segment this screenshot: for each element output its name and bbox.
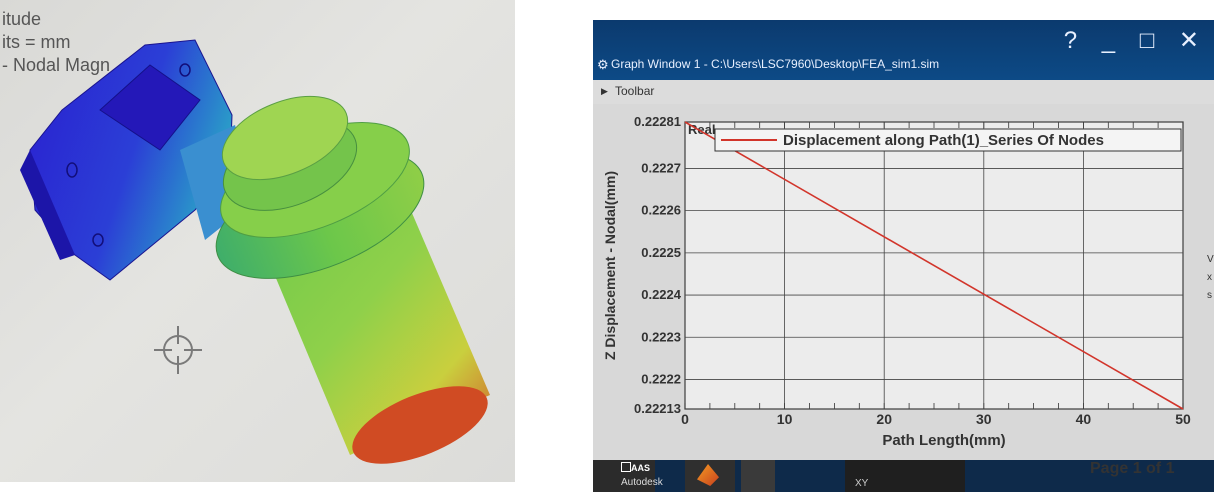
x-axis-label: Path Length(mm) (882, 432, 1005, 449)
matlab-icon (697, 464, 719, 486)
x-tick-label: 10 (777, 411, 793, 427)
gear-icon[interactable]: ⚙ (597, 57, 609, 72)
taskbar-item-matlab[interactable] (685, 460, 735, 492)
y-tick-label: 0.22281 (634, 114, 681, 129)
clipped-text: x (1207, 272, 1212, 283)
clipped-text: V (1207, 254, 1214, 265)
app-icon (621, 462, 631, 472)
taskbar-item-label: Autodesk (621, 477, 663, 488)
clipped-text: s (1207, 290, 1212, 301)
x-tick-label: 40 (1076, 411, 1092, 427)
crosshair-icon[interactable] (154, 326, 202, 374)
y-tick-label: 0.2223 (641, 329, 681, 344)
graph-window: ⚙ Graph Window 1 - C:\Users\LSC7960\Desk… (593, 20, 1214, 492)
legend-entry: Displacement along Path(1)_Series Of Nod… (783, 132, 1104, 149)
x-tick-label: 20 (876, 411, 892, 427)
window-controls[interactable]: ? _ □ ✕ (1063, 27, 1208, 54)
x-tick-label: 30 (976, 411, 992, 427)
app-badge: AAS (631, 463, 651, 473)
fea-model-render (20, 39, 490, 464)
window-titlebar[interactable]: ⚙ Graph Window 1 - C:\Users\LSC7960\Desk… (593, 20, 1214, 80)
taskbar: AAS Autodesk XY (593, 460, 1214, 492)
line-chart: 0 10 20 30 40 50 0.22281 0.2227 0.2226 0.2225 0.22… (602, 114, 1191, 449)
legend-line: - Nodal Magn (2, 55, 111, 75)
corner-label: Real (688, 122, 715, 137)
legend-line: itude (2, 9, 42, 29)
fea-model-photo: itude its = mm - Nodal Magn (0, 0, 515, 482)
page-indicator: Page 1 of 1 (1090, 460, 1175, 477)
x-tick-label: 0 (681, 411, 689, 427)
toolbar-toggle[interactable]: ▶ Toolbar (593, 80, 1214, 104)
window-title: Graph Window 1 - C:\Users\LSC7960\Deskto… (611, 57, 940, 71)
chevron-right-icon[interactable]: ▶ (601, 86, 608, 96)
graph-area: 0 10 20 30 40 50 0.22281 0.2227 0.2226 0.2225 0.22… (593, 104, 1214, 460)
y-tick-label: 0.2225 (641, 245, 681, 260)
taskbar-item-label: XY (855, 478, 869, 489)
y-tick-label: 0.2222 (641, 371, 681, 386)
result-legend-text: itude its = mm - Nodal Magn (2, 8, 110, 77)
legend-line: its = mm (2, 32, 71, 52)
taskbar-item-app[interactable] (741, 460, 775, 492)
toolbar-label: Toolbar (615, 84, 655, 98)
taskbar-item-autodesk[interactable]: AAS Autodesk (593, 460, 663, 492)
x-tick-label: 50 (1175, 411, 1191, 427)
y-tick-label: 0.2227 (641, 160, 681, 175)
y-tick-label: 0.2224 (641, 287, 682, 302)
taskbar-item-xy[interactable]: XY (845, 460, 965, 492)
y-tick-label: 0.22213 (634, 401, 681, 416)
y-axis-label: Z Displacement - Nodal(mm) (602, 171, 618, 360)
series-line (684, 121, 1184, 410)
legend-box (714, 128, 1182, 152)
y-tick-label: 0.2226 (641, 203, 681, 218)
